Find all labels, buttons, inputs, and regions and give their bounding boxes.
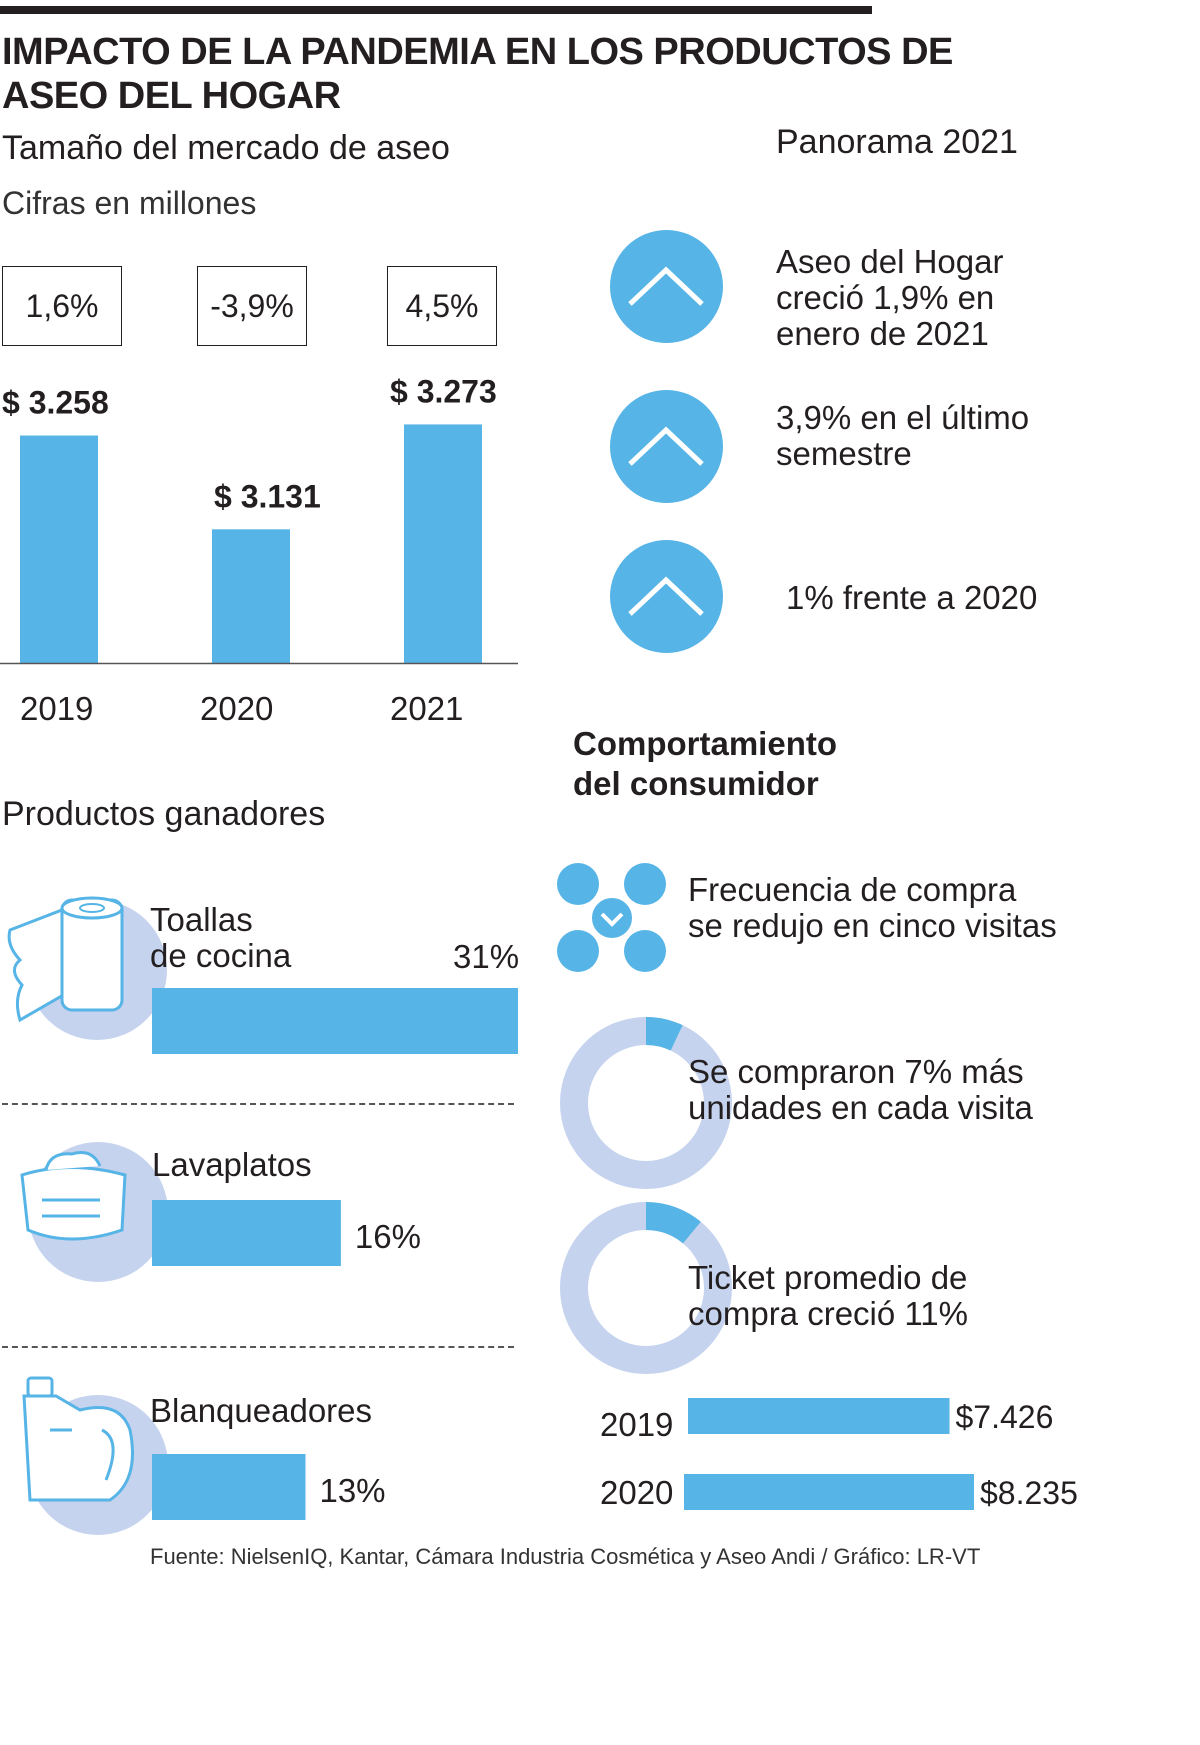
panorama-heading: Panorama 2021 — [776, 123, 1018, 161]
dish-soap-icon — [20, 1142, 168, 1282]
paper-towel-icon — [7, 896, 167, 1040]
market-subheading: Cifras en millones — [2, 185, 257, 221]
products-heading: Productos ganadores — [2, 795, 326, 833]
tick-label-2019: 2019 — [20, 690, 93, 727]
ticket-value-label-2020: $8.235 — [980, 1475, 1078, 1511]
panorama-item-2: 3,9% en el último semestre — [776, 399, 1030, 472]
consumer-item-2: Se compraron 7% más unidades en cada vis… — [688, 1053, 1033, 1126]
ticket-bar-chart: $7.426 2019 $8.235 2020 — [600, 1398, 1078, 1511]
value-label-2020: $ 3.131 — [214, 478, 321, 514]
panorama-item-3: 1% frente a 2020 — [786, 579, 1038, 616]
chevron-up-icon — [610, 540, 723, 653]
top-rule — [0, 6, 872, 14]
product-bar-2 — [152, 1454, 306, 1520]
consumer-item-1: Frecuencia de compra se redujo en cinco … — [688, 871, 1057, 944]
page-title: IMPACTO DE LA PANDEMIA EN LOS PRODUCTOS … — [2, 31, 953, 117]
change-label-2021: 4,5% — [387, 266, 497, 346]
product-value-label-2: 13% — [319, 1472, 385, 1509]
product-value-label-1: 16% — [355, 1218, 421, 1255]
ticket-year-label-2019: 2019 — [600, 1406, 673, 1443]
market-bar-chart: $ 3.258 2019 $ 3.131 2020 $ 3.273 2021 — [0, 373, 518, 727]
product-bar-0 — [152, 988, 518, 1054]
chevron-up-icon — [610, 230, 723, 343]
donut-11-icon — [560, 1202, 732, 1374]
bar-2019 — [20, 435, 98, 663]
source-note: Fuente: NielsenIQ, Kantar, Cámara Indust… — [150, 1544, 981, 1569]
divider — [2, 1103, 514, 1105]
divider — [2, 1346, 514, 1348]
product-bar-1 — [152, 1200, 341, 1266]
ticket-year-label-2020: 2020 — [600, 1474, 673, 1511]
value-label-2021: $ 3.273 — [390, 373, 497, 409]
value-label-2019: $ 3.258 — [2, 385, 109, 421]
donut-7-icon — [560, 1017, 732, 1189]
bar-2021 — [404, 424, 482, 663]
tick-label-2021: 2021 — [390, 690, 463, 727]
market-heading: Tamaño del mercado de aseo — [2, 129, 450, 167]
ticket-bar-2019 — [688, 1398, 950, 1434]
chevron-up-icon — [610, 390, 723, 503]
tick-label-2020: 2020 — [200, 690, 273, 727]
consumer-item-3: Ticket promedio de compra creció 11% — [688, 1259, 969, 1332]
product-label-1: Lavaplatos — [152, 1146, 312, 1183]
change-label-2019: 1,6% — [2, 266, 122, 346]
products-bar-chart: 31% 16% 13% Lavaplatos Blanqueadores — [150, 938, 519, 1520]
bleach-bottle-icon — [22, 1376, 168, 1535]
frequency-down-icon — [557, 863, 666, 972]
product-label-toallas: Toallas de cocina — [150, 901, 292, 974]
product-label-2: Blanqueadores — [150, 1392, 372, 1429]
change-label-2020: -3,9% — [197, 266, 307, 346]
ticket-bar-2020 — [684, 1474, 974, 1510]
consumer-heading: Comportamiento del consumidor — [573, 725, 837, 802]
panorama-item-1: Aseo del Hogar creció 1,9% en enero de 2… — [776, 243, 1004, 352]
bar-2020 — [212, 529, 290, 663]
ticket-value-label-2019: $7.426 — [956, 1399, 1054, 1435]
product-value-label-0: 31% — [453, 938, 519, 975]
